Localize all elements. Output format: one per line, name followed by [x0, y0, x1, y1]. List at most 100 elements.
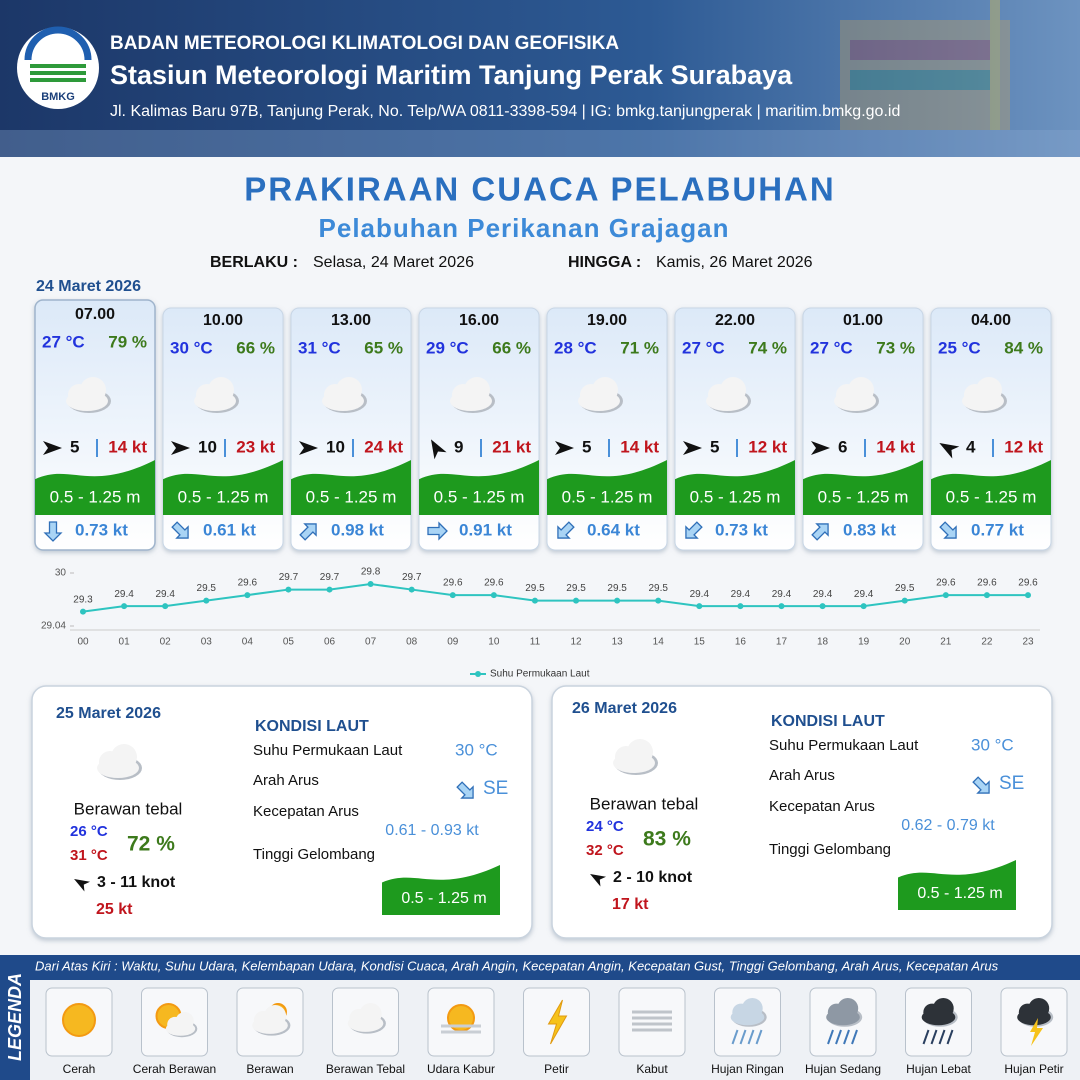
sst-value-label: 29.6: [443, 578, 463, 589]
cloud-icon: [450, 377, 495, 413]
wind-arrow: [555, 441, 574, 455]
day-temp-max: 32 °C: [586, 842, 624, 859]
wave-shape: [931, 460, 1051, 515]
x-tick-label: 04: [242, 637, 254, 648]
sst-value-label: 29.6: [936, 578, 956, 589]
wave-label: Tinggi Gelombang: [769, 841, 891, 858]
legend-item-label: Hujan Sedang: [805, 1062, 881, 1076]
forecast-wind-speed: 6: [838, 437, 847, 456]
legend-item-label: Hujan Lebat: [906, 1062, 971, 1076]
x-tick-label: 17: [776, 637, 788, 648]
sst-point: [614, 597, 621, 604]
current-arrow: [972, 776, 990, 794]
forecast-temperature: 27 °C: [682, 338, 725, 357]
cloud-icon: [613, 739, 658, 775]
forecast-current-speed: 0.98 kt: [331, 520, 384, 539]
legend-icon: [252, 1003, 291, 1036]
cloud-base: [450, 391, 492, 411]
title: PRAKIRAAN CUACA PELABUHAN: [244, 171, 835, 208]
forecast-humidity: 71 %: [620, 338, 659, 357]
sst-value: 30 °C: [971, 735, 1014, 754]
cloud-base: [1017, 1009, 1051, 1026]
current-arrow: [299, 523, 317, 541]
x-tick-label: 16: [735, 637, 747, 648]
day-wind: 3 - 11 knot: [97, 874, 176, 891]
cloud-base: [921, 1009, 956, 1026]
cloud-icon: [826, 998, 863, 1027]
cloud-icon: [347, 1003, 386, 1034]
sst-value-label: 29.4: [854, 589, 874, 600]
legend-icon: [921, 998, 958, 1045]
forecast-temperature: 28 °C: [554, 338, 597, 357]
sst-point: [860, 603, 867, 610]
sst-value-label: 29.5: [648, 583, 668, 594]
sst-value: 30 °C: [455, 740, 498, 759]
current-arrow: [557, 521, 575, 539]
forecast-current-speed: 0.83 kt: [843, 520, 896, 539]
y-tick-label: 30: [55, 568, 67, 579]
sst-point: [449, 592, 456, 599]
x-tick-label: 10: [488, 637, 500, 648]
cloud-base: [613, 753, 655, 773]
forecast-wind-speed: 9: [454, 437, 463, 456]
legend-icon: [1017, 998, 1054, 1046]
forecast-time: 22.00: [715, 312, 755, 329]
day-date: 26 Maret 2026: [572, 700, 677, 717]
forecast-humidity: 74 %: [748, 338, 787, 357]
forecast-wind-speed: 4: [966, 437, 976, 456]
current-dir-label: Arah Arus: [769, 767, 835, 784]
sst-point: [285, 586, 292, 593]
current-arrow: [456, 781, 474, 799]
day-card: [31, 685, 533, 939]
wave-shape: [803, 460, 923, 515]
sst-label: Suhu Permukaan Laut: [769, 737, 919, 754]
current-arrow: [811, 523, 829, 541]
wave-shape: [163, 460, 283, 515]
x-tick-label: 22: [981, 637, 993, 648]
bolt: [1030, 1018, 1043, 1046]
day-temp-min: 24 °C: [586, 818, 624, 835]
station: Stasiun Meteorologi Maritim Tanjung Pera…: [110, 60, 793, 90]
forecast-wave: 0.5 - 1.25 m: [946, 487, 1037, 506]
forecast-temperature: 29 °C: [426, 338, 469, 357]
cloud-icon: [921, 998, 958, 1027]
x-tick-label: 20: [899, 637, 911, 648]
x-tick-label: 09: [447, 637, 459, 648]
cloud-icon: [322, 377, 367, 413]
subtitle: Pelabuhan Perikanan Grajagan: [319, 213, 730, 243]
rain: [731, 1029, 739, 1045]
sst-line: [82, 583, 1028, 613]
forecast-current-speed: 0.77 kt: [971, 520, 1024, 539]
legend-icon: [547, 999, 568, 1045]
x-tick-label: 21: [940, 637, 952, 648]
forecast-wind-speed: 10: [326, 437, 345, 456]
sst-value-label: 29.5: [895, 583, 915, 594]
forecast-gust: 12 kt: [748, 437, 787, 456]
sst-point: [121, 603, 128, 610]
forecast-time: 07.00: [75, 306, 115, 323]
rain: [843, 1029, 850, 1045]
current-speed: 0.62 - 0.79 kt: [901, 817, 995, 834]
cloud-base: [194, 391, 236, 411]
x-tick-label: 01: [119, 637, 131, 648]
legend-item-label: Udara Kabur: [427, 1062, 495, 1076]
cloud-base: [97, 758, 139, 778]
valid-from-label: BERLAKU :: [210, 254, 298, 271]
rain: [835, 1029, 842, 1045]
organization: BADAN METEOROLOGI KLIMATOLOGI DAN GEOFIS…: [110, 33, 619, 54]
legend-icon: [62, 1003, 96, 1037]
cloud-base: [347, 1014, 384, 1032]
cloud-base: [962, 391, 1004, 411]
current-arrow: [171, 521, 189, 539]
cloud-icon: [730, 998, 767, 1027]
cloud-icon: [252, 1005, 291, 1036]
legend-description: Dari Atas Kiri : Waktu, Suhu Udara, Kele…: [35, 958, 999, 973]
legend-item-label: Cerah Berawan: [133, 1062, 216, 1076]
legend-icon: [441, 1004, 481, 1034]
day-gust: 25 kt: [96, 901, 133, 918]
sst-point: [737, 603, 744, 610]
cloud-base: [66, 391, 108, 411]
address: Jl. Kalimas Baru 97B, Tanjung Perak, No.…: [110, 103, 900, 120]
legend-title: LEGENDA: [5, 973, 25, 1061]
forecast-wave: 0.5 - 1.25 m: [434, 487, 525, 506]
